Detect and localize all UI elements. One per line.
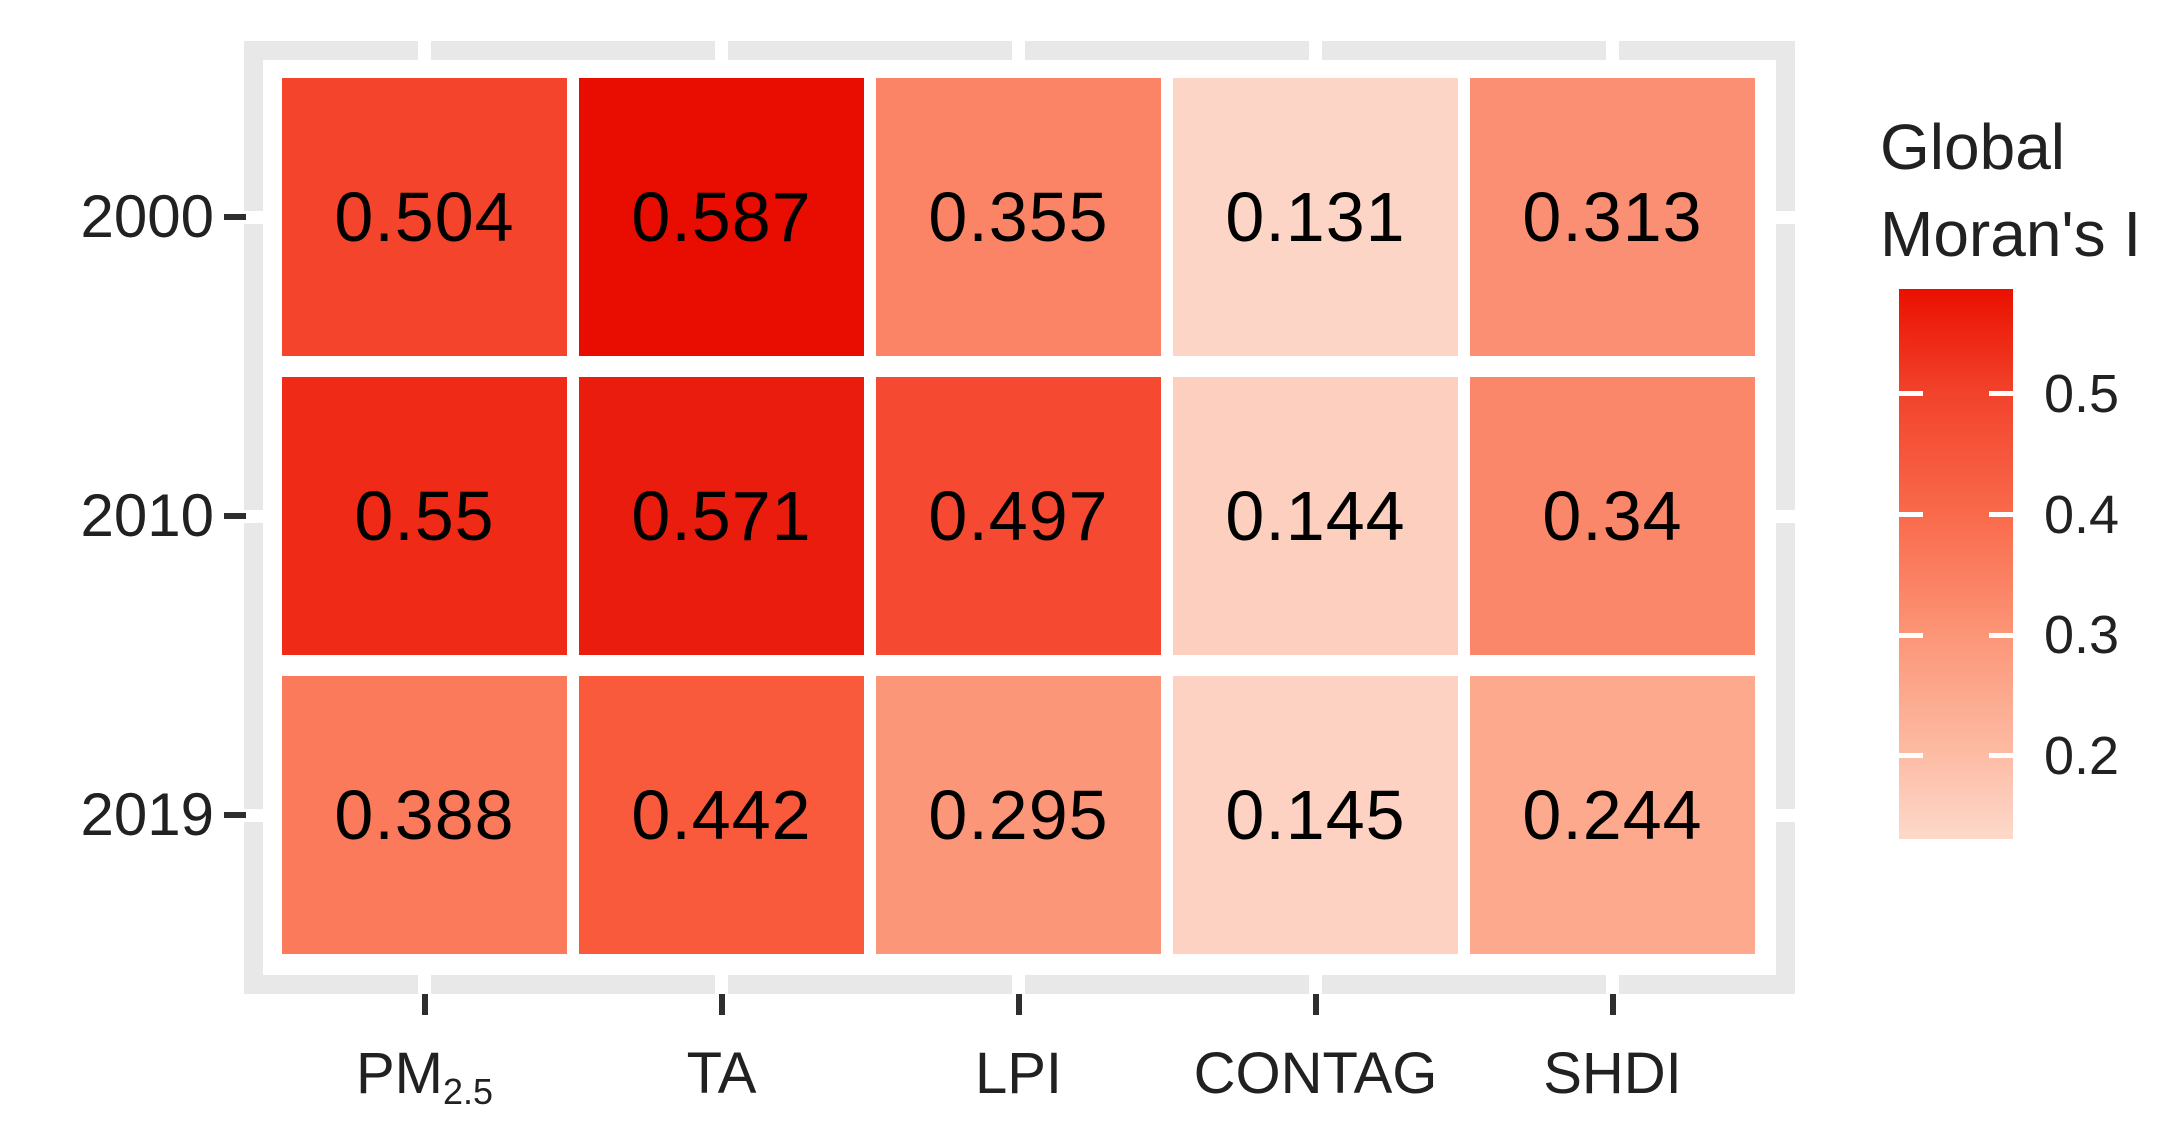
cell-value: 0.497 xyxy=(928,477,1109,555)
heatmap-cell-2019-CONTAG: 0.145 xyxy=(1173,676,1458,954)
cell-value: 0.144 xyxy=(1225,477,1406,555)
bottom-frame-notch xyxy=(715,973,728,996)
bottom-frame-notch xyxy=(1012,973,1025,996)
legend-title: Global Moran's I xyxy=(1880,104,2170,278)
bottom-frame-notch xyxy=(418,973,431,996)
heatmap-cell-2010-PM2.5: 0.55 xyxy=(282,377,567,655)
heatmap-cell-2000-CONTAG: 0.131 xyxy=(1173,78,1458,356)
top-frame-notch xyxy=(715,39,728,62)
right-frame-notch xyxy=(1774,509,1797,523)
cell-value: 0.145 xyxy=(1225,776,1406,854)
x-axis-label-LPI: LPI xyxy=(974,1041,1063,1106)
x-axis-label-TA: TA xyxy=(686,1041,757,1106)
legend-tick-label-0.2: 0.2 xyxy=(2044,725,2120,786)
x-axis-tick-PM2.5 xyxy=(421,994,428,1015)
cell-value: 0.34 xyxy=(1542,477,1683,555)
cell-value: 0.131 xyxy=(1225,178,1406,256)
cell-value: 0.244 xyxy=(1522,776,1703,854)
cell-value: 0.442 xyxy=(631,776,812,854)
top-frame-notch xyxy=(1012,39,1025,62)
legend-tick-label-0.3: 0.3 xyxy=(2044,605,2120,666)
legend-tick-dash-left xyxy=(1899,632,1923,638)
cell-value: 0.571 xyxy=(631,477,812,555)
legend-title-line1: Global xyxy=(1880,111,2065,183)
legend-tick-dash-left xyxy=(1899,391,1923,397)
bottom-frame-notch xyxy=(1606,973,1619,996)
cell-value: 0.504 xyxy=(334,178,515,256)
legend-tick-dash-left xyxy=(1899,512,1923,518)
heatmap-cell-2000-PM2.5: 0.504 xyxy=(282,78,567,356)
x-axis-tick-SHDI xyxy=(1609,994,1616,1015)
bottom-frame-notch xyxy=(1309,973,1322,996)
heatmap-cell-2019-SHDI: 0.244 xyxy=(1470,676,1755,954)
heatmap-cell-2010-LPI: 0.497 xyxy=(876,377,1161,655)
x-axis-label-SHDI: SHDI xyxy=(1543,1041,1682,1106)
y-axis-label-2019: 2019 xyxy=(80,781,214,848)
heatmap-cell-2000-SHDI: 0.313 xyxy=(1470,78,1755,356)
heatmap-cell-2010-CONTAG: 0.144 xyxy=(1173,377,1458,655)
cell-value: 0.295 xyxy=(928,776,1109,854)
right-frame-notch xyxy=(1774,210,1797,224)
left-frame-notch xyxy=(242,210,265,224)
heatmap-cell-2019-LPI: 0.295 xyxy=(876,676,1161,954)
top-frame-notch xyxy=(1606,39,1619,62)
right-frame-notch xyxy=(1774,808,1797,822)
left-frame-notch xyxy=(242,808,265,822)
cell-value: 0.388 xyxy=(334,776,515,854)
legend-tick-dash-left xyxy=(1899,753,1923,759)
y-axis-label-2000: 2000 xyxy=(80,183,214,250)
heatmap-cell-2010-SHDI: 0.34 xyxy=(1470,377,1755,655)
cell-value: 0.355 xyxy=(928,178,1109,256)
legend-tick-label-0.4: 0.4 xyxy=(2044,484,2120,545)
y-axis-tick-2019 xyxy=(224,812,246,818)
legend-tick-label-0.5: 0.5 xyxy=(2044,363,2120,424)
top-frame-notch xyxy=(418,39,431,62)
y-axis-tick-2000 xyxy=(224,214,246,220)
cell-value: 0.55 xyxy=(354,477,495,555)
legend-tick-dash-right xyxy=(1989,753,2013,759)
y-axis-tick-2010 xyxy=(224,513,246,519)
top-frame-notch xyxy=(1309,39,1322,62)
x-axis-tick-LPI xyxy=(1015,994,1022,1015)
x-axis-tick-CONTAG xyxy=(1312,994,1319,1015)
x-axis-label-PM2.5: PM2.5 xyxy=(356,1041,493,1112)
x-axis-tick-TA xyxy=(718,994,725,1015)
heatmap-cell-2000-TA: 0.587 xyxy=(579,78,864,356)
cell-value: 0.587 xyxy=(631,178,812,256)
legend-gradient-bar xyxy=(1899,289,2013,839)
x-axis-label-CONTAG: CONTAG xyxy=(1193,1041,1438,1106)
legend-tick-dash-right xyxy=(1989,391,2013,397)
subscript: 2.5 xyxy=(443,1070,493,1112)
heatmap-cell-2000-LPI: 0.355 xyxy=(876,78,1161,356)
y-axis-label-2010: 2010 xyxy=(80,482,214,549)
heatmap-cell-2019-PM2.5: 0.388 xyxy=(282,676,567,954)
left-frame-notch xyxy=(242,509,265,523)
legend-title-line2: Moran's I xyxy=(1880,198,2142,270)
heatmap-cell-2019-TA: 0.442 xyxy=(579,676,864,954)
legend-tick-dash-right xyxy=(1989,632,2013,638)
cell-value: 0.313 xyxy=(1522,178,1703,256)
heatmap-cell-2010-TA: 0.571 xyxy=(579,377,864,655)
legend-tick-dash-right xyxy=(1989,512,2013,518)
